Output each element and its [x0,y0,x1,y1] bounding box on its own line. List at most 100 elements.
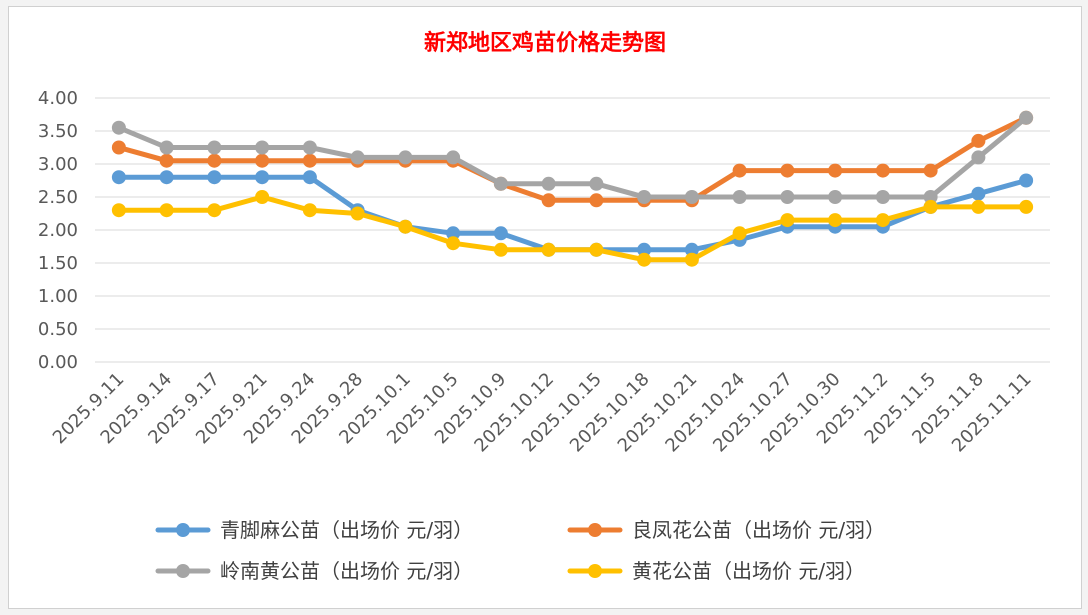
data-point [684,242,699,257]
legend-item: 黄花公苗（出场价 元/羽） [567,559,865,583]
data-point [637,252,652,267]
data-point [589,242,604,257]
data-point [350,206,365,221]
data-point [732,226,747,241]
series-4 [111,190,1034,267]
legend: 青脚麻公苗（出场价 元/羽） 良凤花公苗（出场价 元/羽） 岭南黄公苗（出场价 元/… [155,518,885,583]
legend-marker [588,523,602,537]
data-point [971,133,986,148]
legend-label: 黄花公苗（出场价 元/羽） [632,559,865,583]
data-point [875,190,890,204]
legend-item: 岭南黄公苗（出场价 元/羽） [155,559,473,583]
y-tick-label: 3.00 [38,154,78,175]
data-point [589,193,604,208]
data-point [302,153,317,168]
data-point [159,140,174,155]
data-point [350,150,365,165]
legend-label: 青脚麻公苗（出场价 元/羽） [220,518,473,542]
data-point [971,150,986,165]
data-point [111,203,126,218]
data-point [875,213,890,228]
data-point [780,190,795,204]
data-point [302,170,317,185]
data-point [780,213,795,228]
chart-title: 新郑地区鸡苗价格走势图 [424,30,666,56]
y-tick-label: 0.50 [38,319,78,340]
data-point [207,153,222,168]
data-point [732,190,747,204]
data-point [111,170,126,185]
data-point [541,242,556,257]
data-point [541,193,556,208]
y-tick-label: 1.00 [38,286,78,307]
data-point [684,190,699,204]
data-point [828,163,843,178]
data-point [1019,173,1034,188]
data-point [1019,110,1034,125]
series-2 [111,110,1034,208]
series-line [116,115,1029,200]
data-point [398,219,413,234]
legend-label: 岭南黄公苗（出场价 元/羽） [220,559,473,583]
data-point [159,203,174,218]
data-point [302,203,317,218]
series-line [116,115,1029,203]
data-point [493,226,508,241]
data-point [111,140,126,155]
data-point [923,190,938,204]
x-axis-ticks: 2025.9.112025.9.142025.9.172025.9.212025… [49,369,1036,457]
data-point [684,252,699,267]
data-point [828,213,843,228]
data-point [971,186,986,201]
data-point [446,236,461,251]
y-tick-label: 4.00 [38,88,78,109]
data-point [255,170,270,185]
data-point [159,153,174,168]
data-point [446,150,461,165]
series-lines [111,110,1034,267]
data-point [111,120,126,135]
data-point [255,190,270,204]
data-point [875,163,890,178]
y-tick-label: 1.50 [38,253,78,274]
data-point [780,163,795,178]
legend-label: 良凤花公苗（出场价 元/羽） [632,518,885,542]
data-point [207,170,222,185]
data-point [255,140,270,155]
data-point [446,226,461,241]
series-3 [111,110,1034,204]
data-point [637,242,652,257]
data-point [207,140,222,155]
data-point [255,153,270,168]
data-point [493,176,508,191]
legend-marker [176,564,190,578]
y-axis-ticks: 0.00 0.50 1.00 1.50 2.00 2.50 3.00 3.50 4.00 [38,88,78,373]
data-point [923,199,938,214]
data-point [732,163,747,178]
data-point [1019,199,1034,214]
data-point [637,190,652,204]
series-line [116,194,1029,263]
legend-marker [588,564,602,578]
data-point [493,242,508,257]
series-line [116,174,1029,253]
chart-frame [8,6,1082,609]
data-point [398,150,413,165]
grid [95,97,1050,363]
data-point [971,199,986,214]
y-tick-label: 2.00 [38,220,78,241]
y-tick-label: 0.00 [38,352,78,373]
data-point [828,190,843,204]
legend-item: 青脚麻公苗（出场价 元/羽） [155,518,473,542]
legend-marker [176,523,190,537]
data-point [589,176,604,191]
data-point [159,170,174,185]
y-tick-label: 3.50 [38,121,78,142]
y-tick-label: 2.50 [38,187,78,208]
data-point [541,176,556,191]
data-point [207,203,222,218]
data-point [302,140,317,155]
legend-item: 良凤花公苗（出场价 元/羽） [567,518,885,542]
data-point [923,163,938,178]
